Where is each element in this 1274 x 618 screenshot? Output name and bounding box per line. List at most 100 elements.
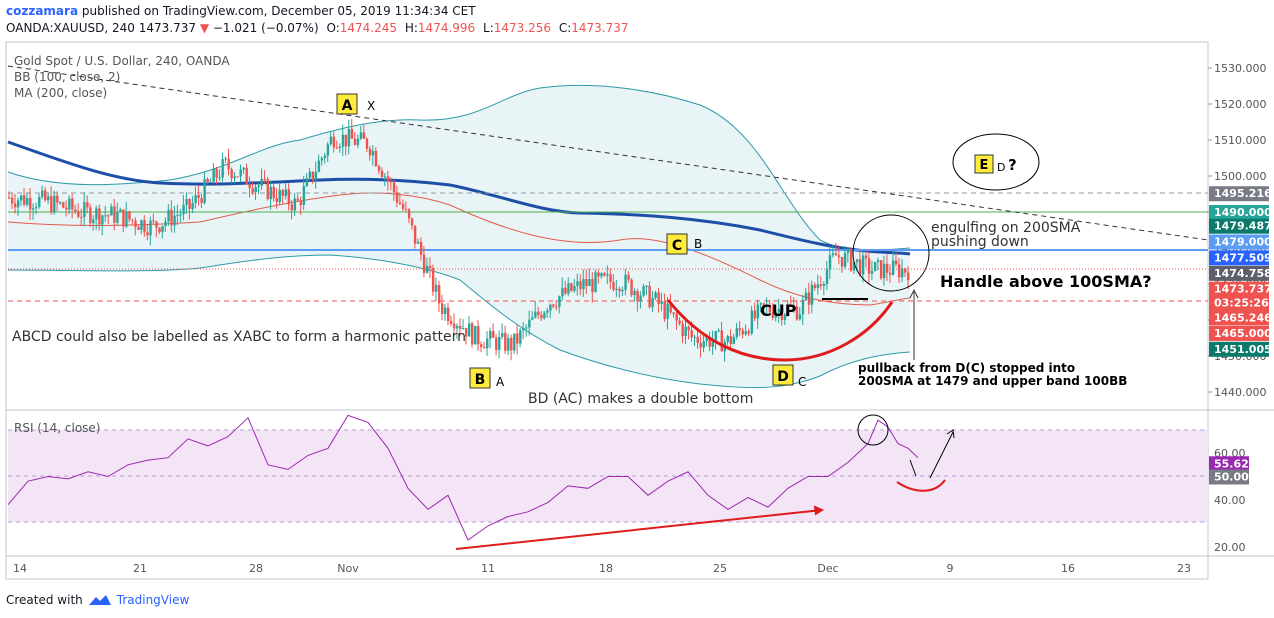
candle	[176, 204, 179, 226]
candle	[308, 167, 312, 181]
legend-rsi[interactable]: RSI (14, close)	[14, 421, 100, 435]
candle	[32, 203, 35, 220]
candle	[74, 204, 77, 215]
candle	[519, 328, 522, 348]
symbol-line: OANDA:XAUUSD, 240 1473.737 ▼ −1.021 (−0.…	[6, 21, 629, 35]
candle	[618, 286, 621, 298]
price-badge: 1451.005	[1209, 341, 1272, 357]
candle	[398, 193, 402, 206]
candle	[831, 245, 835, 258]
candle	[83, 192, 86, 227]
candle	[804, 287, 808, 301]
candle	[474, 325, 477, 345]
candle	[77, 203, 80, 219]
candle	[212, 163, 215, 183]
price-tick-label: 1500.000	[1214, 170, 1267, 183]
candle	[858, 252, 862, 277]
candle	[170, 200, 173, 233]
candle	[714, 330, 717, 350]
candle	[513, 333, 516, 354]
author-name[interactable]: cozzamara	[6, 4, 79, 18]
candle	[591, 272, 594, 303]
candle	[699, 334, 702, 358]
chart[interactable]: CUP A X B A C B D C E D ? engulfing on 2…	[0, 40, 1274, 588]
candle	[708, 331, 711, 352]
candle	[843, 246, 847, 269]
candle	[347, 119, 351, 155]
price-badge-label: 1465.246	[1214, 311, 1272, 324]
candle	[573, 279, 576, 294]
candle	[582, 269, 585, 297]
candle	[849, 247, 853, 273]
candle	[62, 201, 65, 209]
candle	[531, 311, 534, 321]
time-tick-label: 18	[599, 562, 613, 575]
high-value: 1474.996	[417, 21, 476, 35]
candle	[504, 325, 507, 354]
candle	[567, 277, 570, 297]
candle	[239, 164, 242, 183]
high-label: H:	[404, 21, 418, 35]
candle	[101, 214, 104, 236]
candle	[867, 251, 871, 285]
rsi-line	[7, 414, 919, 541]
candle	[891, 250, 895, 276]
engulf-text-1: engulfing on 200SMA	[931, 220, 1081, 236]
candle	[266, 176, 269, 201]
price-badge: 1465.246	[1209, 310, 1272, 326]
candle	[185, 192, 188, 214]
pivot-E-question: ?	[1008, 156, 1017, 174]
legend-ma[interactable]: MA (200, close)	[14, 86, 107, 100]
pullback-text-1: pullback from D(C) stopped into	[858, 361, 1075, 375]
candle	[95, 205, 98, 230]
candle	[882, 255, 886, 286]
tradingview-brand[interactable]: TradingView	[116, 593, 190, 607]
time-tick-label: 11	[481, 562, 495, 575]
candle	[786, 300, 790, 317]
time-tick-label: 23	[1177, 562, 1191, 575]
price-badge: 1490.000	[1209, 205, 1272, 220]
legend-instrument[interactable]: Gold Spot / U.S. Dollar, 240, OANDA	[14, 54, 230, 68]
candle	[774, 310, 778, 322]
candle	[471, 321, 474, 348]
candle	[269, 180, 272, 210]
candle	[747, 328, 751, 337]
candle	[416, 238, 420, 244]
candle	[552, 303, 555, 309]
candle	[353, 132, 357, 146]
price-badge-label: 1479.487	[1214, 220, 1272, 233]
candle	[663, 293, 666, 322]
candle	[624, 268, 627, 296]
candle	[495, 334, 498, 356]
open-value: 1474.245	[339, 21, 398, 35]
pullback-arrowhead	[909, 288, 919, 299]
candle	[146, 224, 149, 241]
candle	[317, 154, 321, 173]
legend-bb[interactable]: BB (100, close, 2)	[14, 70, 120, 84]
time-tick-label: 21	[133, 562, 147, 575]
candle	[221, 152, 224, 182]
candle	[501, 323, 504, 340]
candle	[477, 319, 480, 351]
candle	[182, 195, 185, 221]
candle	[92, 215, 95, 231]
publish-line: cozzamara published on TradingView.com, …	[6, 4, 476, 18]
candle	[792, 297, 796, 313]
price-badge-label: 1473.737	[1214, 283, 1272, 296]
candle	[651, 291, 654, 312]
candle	[543, 310, 546, 320]
candle	[80, 208, 83, 227]
candle	[8, 191, 11, 200]
candle	[425, 257, 429, 274]
candle	[801, 294, 805, 325]
candle	[666, 297, 669, 330]
candle	[864, 249, 868, 268]
candle	[468, 316, 471, 337]
candle	[894, 252, 898, 267]
time-axis[interactable]: 14 21 28 Nov 11 18 25 Dec 9 16 23	[13, 562, 1191, 575]
candle	[365, 137, 369, 153]
candle	[711, 330, 714, 355]
candle	[71, 193, 74, 219]
pivot-E-sub: D	[997, 161, 1005, 174]
